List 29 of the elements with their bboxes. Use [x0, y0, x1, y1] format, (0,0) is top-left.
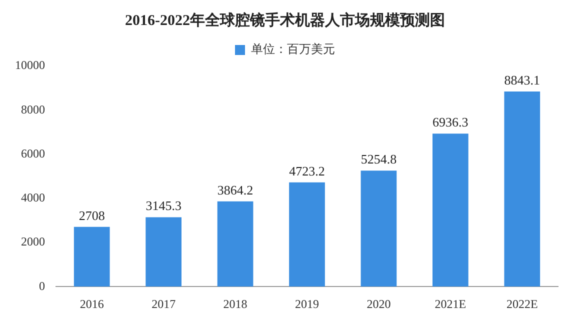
- data-label: 8843.1: [504, 72, 540, 88]
- x-tick-label: 2021E: [434, 296, 466, 311]
- y-tick-label: 2000: [21, 234, 45, 249]
- bar: [74, 226, 110, 287]
- y-tick-label: 10000: [15, 58, 45, 72]
- data-label: 5254.8: [360, 152, 397, 167]
- bar: [289, 182, 325, 287]
- x-tick-label: 2016: [80, 296, 104, 311]
- data-label: 3145.3: [146, 198, 182, 214]
- chart-title: 2016-2022年全球腔镜手术机器人市场规模预测图: [125, 10, 445, 29]
- x-tick-label: 2022E: [506, 296, 538, 311]
- x-tick-label: 2019: [295, 296, 319, 311]
- bar: [504, 92, 540, 287]
- y-tick-label: 0: [39, 278, 45, 293]
- bar: [432, 134, 468, 287]
- bar: [217, 201, 254, 287]
- data-label: 4723.2: [289, 163, 325, 178]
- y-tick-label: 4000: [21, 190, 45, 205]
- x-tick-label: 2020: [366, 296, 391, 311]
- y-tick-label: 8000: [21, 102, 45, 116]
- x-tick-label: 2018: [223, 296, 248, 311]
- x-tick-label: 2017: [152, 296, 176, 311]
- data-label: 6936.3: [432, 114, 468, 130]
- y-tick-label: 6000: [21, 146, 45, 160]
- data-label: 2708: [78, 208, 105, 223]
- bar: [360, 170, 397, 287]
- legend-label: 单位：百万美元: [251, 42, 335, 56]
- data-label: 3864.2: [217, 182, 254, 198]
- bar: [146, 217, 182, 287]
